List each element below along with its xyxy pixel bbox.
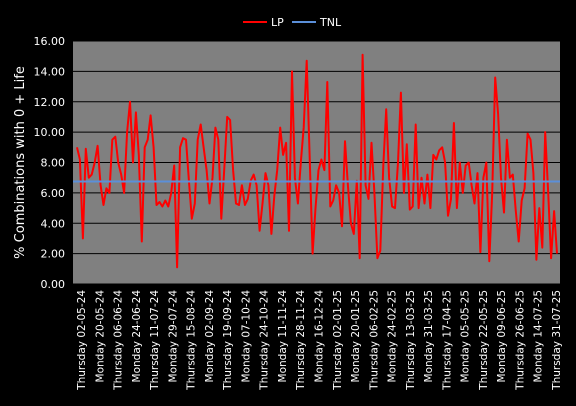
x-tick-label: Thursday 22-05-25 [478, 290, 490, 391]
y-tick-label: 12.00 [34, 96, 66, 109]
x-tick-label: Monday 14-07-25 [533, 290, 545, 382]
series-layer [73, 53, 560, 269]
y-tick-label: 10.00 [34, 126, 66, 139]
y-axis-label: % Combinations with 0 + Life [13, 66, 28, 259]
x-tick-label: Thursday 02-05-24 [76, 290, 88, 391]
y-tick-label: 6.00 [41, 187, 66, 200]
x-tick-label: Thursday 06-02-25 [368, 290, 380, 391]
x-tick-label: Thursday 26-06-25 [514, 290, 526, 391]
x-tick-label: Monday 24-02-25 [387, 290, 399, 382]
x-tick-label: Monday 05-05-25 [460, 290, 472, 382]
y-tick-label: 14.00 [34, 65, 66, 78]
x-tick-label: Thursday 13-03-25 [405, 290, 417, 391]
series-line-lp [76, 53, 558, 269]
x-tick-label: Monday 20-05-24 [94, 290, 106, 383]
x-tick-label: Monday 29-07-24 [167, 290, 179, 383]
x-tick-label: Monday 24-06-24 [131, 290, 143, 383]
x-tick-label: Thursday 06-06-24 [113, 290, 125, 391]
x-tick-label: Thursday 02-01-25 [332, 290, 344, 391]
x-tick-label: Thursday 28-11-24 [295, 290, 307, 391]
y-tick-label: 8.00 [41, 157, 66, 170]
x-tick-label: Monday 20-01-25 [350, 290, 362, 382]
x-tick-label: Monday 07-10-24 [240, 290, 252, 383]
x-tick-label: Thursday 31-07-25 [551, 290, 563, 391]
x-tick-label: Monday 31-03-25 [423, 290, 435, 382]
x-tick-label: Monday 02-09-24 [204, 290, 216, 383]
x-tick-label: Thursday 24-10-24 [259, 290, 271, 391]
x-tick-label: Monday 09-06-25 [496, 290, 508, 382]
y-tick-label: 2.00 [41, 248, 66, 261]
x-tick-label: Thursday 11-07-24 [149, 290, 161, 391]
legend: LP TNL [243, 16, 342, 29]
y-tick-label: 0.00 [41, 278, 66, 291]
legend-label: LP [271, 16, 284, 29]
y-tick-label: 4.00 [41, 217, 66, 230]
x-tick-label: Monday 11-11-24 [277, 290, 289, 383]
x-tick-label: Monday 16-12-24 [314, 290, 326, 383]
x-axis-ticks: Thursday 02-05-24 Monday 20-05-24 Thursday… [76, 290, 563, 391]
x-tick-label: Thursday 17-04-25 [441, 290, 453, 391]
y-tick-label: 16.00 [34, 35, 66, 48]
x-tick-label: Thursday 19-09-24 [222, 290, 234, 391]
y-axis-ticks: 0.00 2.00 4.00 6.00 8.00 10.00 12.00 14.00 16.00 [34, 35, 66, 291]
x-tick-label: Thursday 15-08-24 [186, 290, 198, 391]
legend-label: TNL [319, 16, 342, 29]
